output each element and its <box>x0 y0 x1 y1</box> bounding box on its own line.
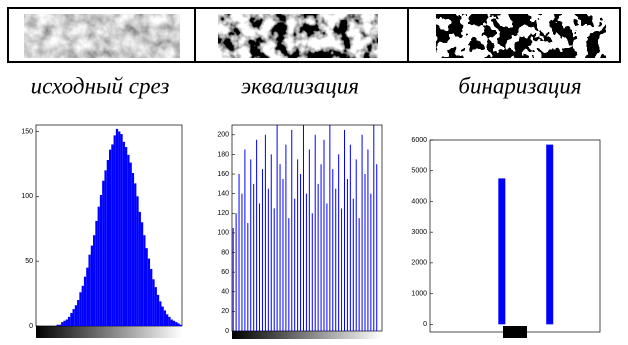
histogram-bar <box>164 310 166 326</box>
y-tick-label: 80 <box>221 249 229 256</box>
histogram-bar <box>166 314 168 326</box>
histogram-bar <box>88 255 90 326</box>
histogram-bar <box>155 287 157 326</box>
histogram-bar <box>150 269 152 326</box>
histogram-bar <box>82 286 84 326</box>
histogram-bar <box>118 131 120 326</box>
histogram-bar <box>61 322 63 326</box>
histogram-bar <box>159 301 161 326</box>
histogram-bar <box>104 170 106 326</box>
y-tick-label: 100 <box>217 230 229 237</box>
y-tick-label: 5000 <box>411 168 427 175</box>
histogram-bar <box>70 313 72 326</box>
histogram-bar <box>77 300 79 326</box>
histogram-bar <box>102 181 104 326</box>
bar <box>498 178 505 324</box>
histogram-bar <box>146 248 148 326</box>
histogram-bar <box>63 321 65 326</box>
y-tick-label: 2000 <box>411 260 427 267</box>
histogram-bar <box>157 295 159 326</box>
y-tick-label: 60 <box>221 269 229 276</box>
histogram-bar <box>109 150 111 326</box>
binarized-slice <box>436 14 606 58</box>
histogram-bar <box>125 147 127 326</box>
histogram-bar <box>175 322 177 326</box>
y-tick-label: 160 <box>217 171 229 178</box>
histogram-bar <box>173 321 175 326</box>
histogram-bar <box>168 317 170 326</box>
histogram-bar <box>73 309 75 326</box>
histogram-bar <box>141 222 143 326</box>
caption: исходный срез <box>31 73 170 98</box>
histogram-bar <box>180 325 182 326</box>
bar <box>546 145 553 325</box>
histogram-bar <box>93 235 95 326</box>
histogram-bar <box>107 160 109 326</box>
figure: исходный срез эквализация бинаризация 0 5… <box>0 0 628 340</box>
histogram-bar <box>127 155 129 326</box>
histogram-bar <box>114 135 116 326</box>
y-tick-label: 0 <box>29 323 33 330</box>
histogram-bar <box>120 134 122 326</box>
plot-frame <box>430 140 600 332</box>
gray-scale-strip <box>36 326 182 338</box>
y-tick-label: 1000 <box>411 290 427 297</box>
histogram-bar <box>57 325 59 326</box>
y-tick-label: 140 <box>217 191 229 198</box>
caption: бинаризация <box>458 73 581 98</box>
histogram-bar <box>68 317 70 326</box>
y-tick-label: 0 <box>423 321 427 328</box>
histogram-bar <box>79 292 81 326</box>
histogram-bar <box>84 277 86 326</box>
histogram-bar <box>59 325 61 326</box>
y-tick-label: 4000 <box>411 198 427 205</box>
y-tick-label: 20 <box>221 308 229 315</box>
y-tick-label: 40 <box>221 289 229 296</box>
y-tick-label: 200 <box>217 132 229 139</box>
histogram-bar <box>130 163 132 326</box>
histogram-bar <box>132 173 134 326</box>
histogram-bar <box>136 196 138 326</box>
histogram-bar <box>152 279 154 326</box>
histogram-bar <box>111 144 113 326</box>
histogram-bar <box>100 195 102 326</box>
histogram-bar <box>161 307 163 326</box>
histogram-bar <box>148 259 150 326</box>
y-tick-label: 100 <box>21 193 33 200</box>
histogram-bar <box>98 207 100 326</box>
histogram-bar <box>95 221 97 326</box>
y-tick-label: 50 <box>25 258 33 265</box>
histogram-bar <box>86 268 88 326</box>
gray-scale-strip <box>232 331 382 339</box>
histogram-bar <box>134 183 136 326</box>
histogram-bar <box>177 323 179 326</box>
histogram-bar <box>171 320 173 326</box>
equalized-slice <box>218 14 378 58</box>
histogram-bar <box>75 305 77 326</box>
source-slice <box>24 14 180 58</box>
y-tick-label: 0 <box>225 328 229 335</box>
y-tick-label: 120 <box>217 210 229 217</box>
y-tick-label: 150 <box>21 128 33 135</box>
histogram-bar <box>143 235 145 326</box>
histogram-bar <box>139 212 141 326</box>
histogram-bar <box>116 129 118 326</box>
caption: эквализация <box>241 73 359 98</box>
histogram-bar <box>123 142 125 326</box>
y-tick-label: 6000 <box>411 137 427 144</box>
histogram-bar <box>91 246 93 326</box>
histogram-bar <box>66 320 68 326</box>
y-tick-label: 180 <box>217 151 229 158</box>
y-tick-label: 3000 <box>411 229 427 236</box>
